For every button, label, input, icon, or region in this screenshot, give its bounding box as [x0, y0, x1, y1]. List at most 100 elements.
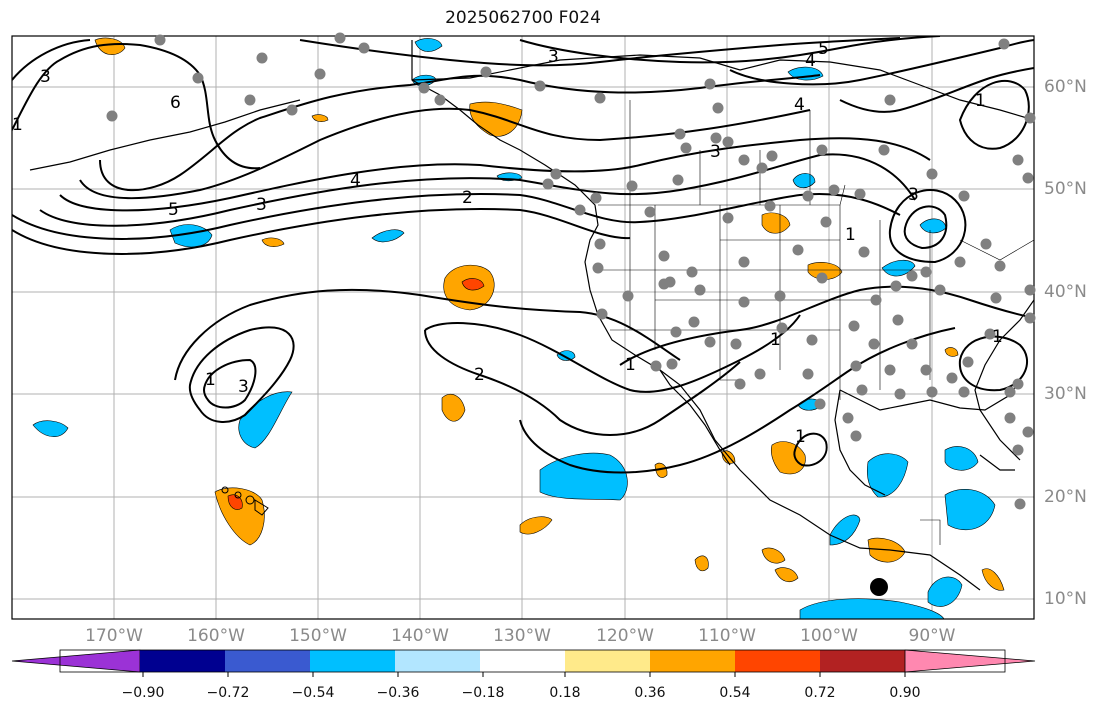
shade-negative — [944, 488, 996, 531]
station-dot — [816, 144, 828, 156]
station-dot — [906, 338, 918, 350]
station-dot — [998, 38, 1010, 50]
station-dot — [854, 188, 866, 200]
station-markers — [106, 32, 1036, 510]
station-dot — [820, 216, 832, 228]
colorbar-tick-label: −0.72 — [206, 685, 250, 701]
colorbar-tick-label: 0.72 — [804, 685, 836, 701]
station-dot — [792, 244, 804, 256]
station-dot — [666, 358, 678, 370]
station-dot — [994, 260, 1006, 272]
station-dot — [1022, 426, 1034, 438]
station-dot — [730, 338, 742, 350]
shade-negative — [792, 173, 816, 189]
station-dot — [658, 250, 670, 262]
station-dot — [192, 72, 204, 84]
station-dot — [776, 322, 788, 334]
station-dot — [920, 266, 932, 278]
shade-negative — [867, 453, 909, 498]
shade-positive — [761, 547, 786, 564]
shade-negative — [169, 224, 213, 248]
station-dot — [920, 364, 932, 376]
contour-label: 5 — [168, 200, 179, 220]
station-dot — [106, 110, 118, 122]
station-dot — [244, 94, 256, 106]
contour-label: 1 — [845, 225, 856, 245]
lon-label: 120°W — [596, 626, 654, 646]
station-dot — [848, 320, 860, 332]
station-dot — [674, 128, 686, 140]
station-dot — [712, 102, 724, 114]
colorbar-cell — [650, 650, 736, 672]
lat-label: 30°N — [1044, 384, 1087, 404]
contour-label: 1 — [992, 327, 1003, 347]
station-dot — [878, 144, 890, 156]
state-borders — [598, 100, 1034, 545]
station-dot — [1012, 154, 1024, 166]
lat-label: 50°N — [1044, 179, 1087, 199]
contour-label: 6 — [170, 93, 181, 113]
station-dot — [774, 290, 786, 302]
station-dot — [650, 360, 662, 372]
colorbar-tick-label: 0.18 — [549, 685, 581, 701]
station-dot — [590, 192, 602, 204]
black-marker — [870, 578, 888, 596]
shade-positive — [261, 237, 285, 247]
station-dot — [644, 206, 656, 218]
contour-label: 3 — [256, 195, 267, 215]
station-dot — [734, 378, 746, 390]
station-dot — [764, 200, 776, 212]
shade-positive — [807, 262, 843, 280]
colorbar-tick-label: 0.36 — [634, 685, 666, 701]
contour-label: 4 — [350, 171, 361, 191]
station-dot — [842, 412, 854, 424]
station-dot — [710, 132, 722, 144]
station-dot — [894, 388, 906, 400]
station-dot — [688, 316, 700, 328]
station-dot — [1024, 312, 1036, 324]
shade-positive — [519, 516, 553, 535]
station-dot — [962, 356, 974, 368]
lon-label: 100°W — [800, 626, 858, 646]
shade-positive — [214, 487, 265, 546]
contour-label: 3 — [40, 67, 51, 87]
colorbar-cell — [735, 650, 821, 672]
lon-label: 140°W — [391, 626, 449, 646]
station-dot — [154, 34, 166, 46]
colorbar-tick-label: 0.90 — [889, 685, 921, 701]
contour-label: 1 — [205, 370, 216, 390]
colorbar-tick-label: 0.54 — [719, 685, 751, 701]
contour-label: 3 — [238, 377, 249, 397]
lon-label: 170°W — [85, 626, 143, 646]
station-dot — [722, 136, 734, 148]
contour-label: 3 — [548, 47, 559, 67]
contour-label: 1 — [770, 330, 781, 350]
contour-label: 2 — [462, 188, 473, 208]
colorbar-cell — [11, 649, 141, 673]
shade-negative — [414, 38, 443, 52]
station-dot — [480, 66, 492, 78]
station-dot — [256, 52, 268, 64]
station-dot — [596, 308, 608, 320]
station-dot — [934, 284, 946, 296]
lat-label: 40°N — [1044, 282, 1087, 302]
station-dot — [890, 280, 902, 292]
station-dot — [594, 92, 606, 104]
station-dot — [594, 238, 606, 250]
station-dot — [704, 336, 716, 348]
hawaii-islands — [221, 486, 269, 516]
shade-positive — [311, 114, 329, 122]
station-dot — [814, 398, 826, 410]
station-dot — [754, 368, 766, 380]
station-dot — [870, 294, 882, 306]
station-dot — [686, 266, 698, 278]
station-dot — [418, 82, 430, 94]
shade-negative — [539, 452, 628, 501]
colorbar-tick-label: −0.54 — [291, 685, 335, 701]
colorbar-cell — [904, 649, 1036, 673]
station-dot — [1024, 112, 1036, 124]
station-dot — [722, 212, 734, 224]
shade-positive — [770, 441, 806, 475]
station-dot — [592, 262, 604, 274]
